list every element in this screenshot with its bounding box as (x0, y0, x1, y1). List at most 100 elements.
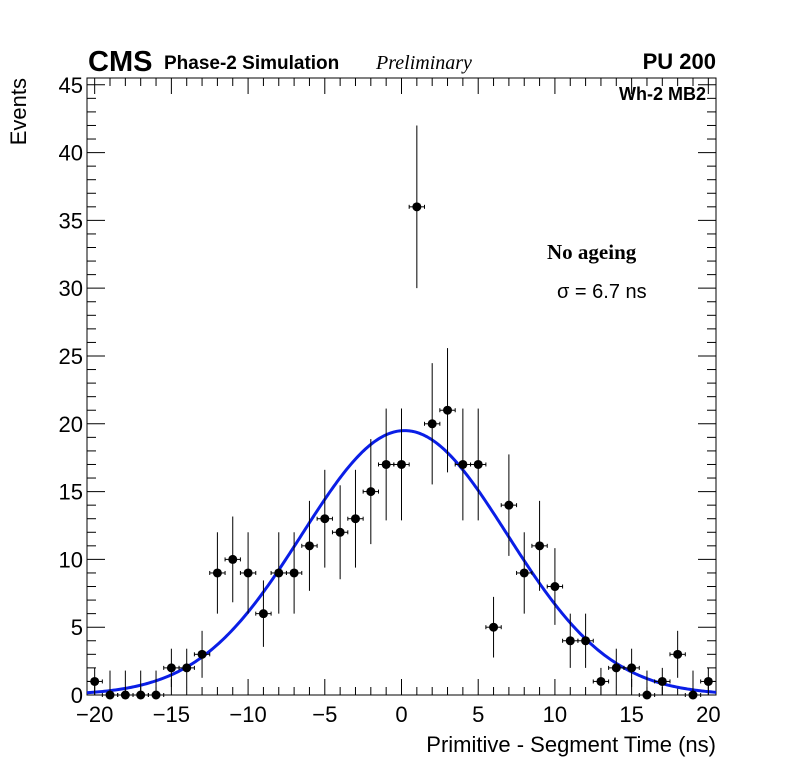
data-marker (427, 419, 437, 429)
data-point (117, 670, 134, 700)
data-marker (688, 690, 698, 700)
x-tick-label: 0 (395, 702, 407, 727)
data-marker (243, 568, 253, 578)
data-point (132, 670, 149, 700)
data-marker (458, 459, 468, 469)
data-marker (90, 676, 100, 686)
data-marker (642, 690, 652, 700)
data-point (408, 125, 426, 289)
data-point (577, 613, 594, 668)
data-point (331, 485, 349, 580)
data-point (684, 670, 702, 700)
x-tick-label: 5 (472, 702, 484, 727)
data-point (638, 670, 656, 700)
x-tick-label: −15 (153, 702, 190, 727)
x-tick-label: 20 (696, 702, 720, 727)
data-marker (550, 582, 560, 592)
data-point (393, 408, 410, 521)
data-point (592, 667, 610, 695)
data-point (377, 408, 395, 521)
data-marker (197, 649, 207, 659)
data-point (516, 532, 533, 614)
y-tick-label: 40 (59, 141, 83, 166)
y-tick-label: 30 (59, 276, 83, 301)
data-point (147, 670, 165, 700)
data-marker (581, 636, 591, 646)
data-point (424, 363, 441, 485)
data-marker (473, 459, 483, 469)
data-marker (443, 405, 453, 415)
data-point (500, 454, 518, 556)
data-marker (703, 676, 713, 686)
data-marker (489, 622, 499, 632)
data-marker (258, 609, 268, 619)
data-marker (304, 541, 314, 551)
y-tick-label: 15 (59, 480, 83, 505)
data-point (362, 439, 379, 545)
cms-label: CMS (88, 46, 152, 78)
data-point (101, 670, 119, 700)
data-point (654, 667, 671, 695)
data-marker (320, 514, 330, 524)
data-marker (657, 676, 667, 686)
y-tick-label: 35 (59, 208, 83, 233)
data-point (454, 408, 472, 521)
data-point (700, 667, 717, 695)
data-marker (596, 676, 606, 686)
data-marker (350, 514, 360, 524)
pileup-label: PU 200 (643, 49, 716, 74)
data-point (623, 648, 640, 688)
data-point (178, 648, 195, 688)
data-marker (105, 690, 115, 700)
data-marker (274, 568, 284, 578)
data-point (270, 532, 287, 614)
data-point (562, 613, 579, 668)
data-point (239, 532, 257, 614)
data-point (439, 348, 456, 473)
data-marker (120, 690, 130, 700)
data-point (470, 408, 487, 521)
data-point (485, 596, 502, 658)
data-point (209, 532, 226, 614)
x-tick-label: −20 (76, 702, 113, 727)
data-marker (565, 636, 575, 646)
data-marker (519, 568, 529, 578)
y-axis-title: Events (6, 78, 31, 145)
data-marker (627, 663, 637, 673)
data-point (316, 469, 333, 568)
data-marker (212, 568, 222, 578)
y-tick-label: 5 (71, 615, 83, 640)
data-marker (611, 663, 621, 673)
data-marker (397, 459, 406, 469)
data-point (347, 469, 364, 568)
plot-frame (86, 77, 717, 696)
data-point (546, 548, 564, 625)
data-marker (366, 487, 376, 497)
preliminary-label: Preliminary (375, 52, 472, 74)
y-tick-label: 20 (59, 412, 83, 437)
data-point (608, 648, 625, 688)
data-point (163, 648, 180, 688)
data-point (285, 532, 303, 614)
data-point (86, 667, 103, 695)
data-marker (182, 663, 192, 673)
data-point (531, 500, 548, 591)
data-marker (673, 649, 683, 659)
x-axis-title: Primitive - Segment Time (ns) (426, 732, 716, 757)
y-tick-label: 10 (59, 547, 83, 572)
x-tick-label: −10 (229, 702, 266, 727)
data-marker (166, 663, 176, 673)
data-point (669, 630, 686, 678)
data-marker (136, 690, 146, 700)
x-tick-label: 10 (543, 702, 567, 727)
ageing-label: No ageing (547, 240, 637, 264)
region-label: Wh-2 MB2 (619, 84, 706, 104)
y-tick-label: 25 (59, 344, 83, 369)
data-marker (381, 459, 391, 469)
simulation-label: Phase-2 Simulation (164, 53, 339, 74)
y-tick-label: 0 (71, 683, 83, 708)
y-tick-label: 45 (59, 73, 83, 98)
data-point (255, 580, 272, 647)
data-point (224, 516, 241, 603)
